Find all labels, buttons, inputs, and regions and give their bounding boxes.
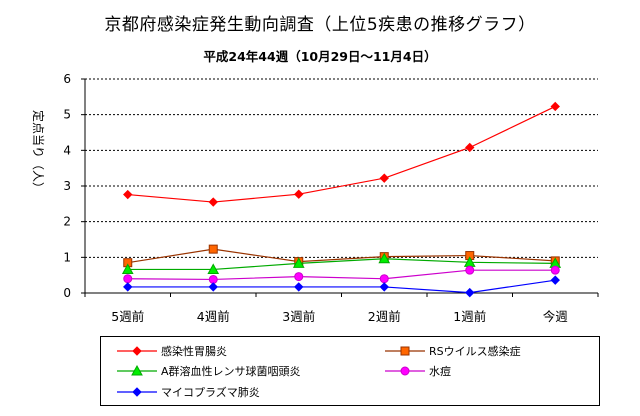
data-point [123, 282, 133, 292]
legend-item: RSウイルス感染症 [383, 342, 521, 360]
legend-item: 水痘 [383, 362, 451, 380]
data-point [208, 244, 218, 254]
data-point [208, 282, 218, 292]
data-point [294, 282, 304, 292]
x-tick-label: 今週 [543, 309, 569, 324]
y-tick-label: 1 [63, 250, 71, 264]
legend-marker [131, 365, 143, 376]
y-tick-label: 2 [63, 215, 71, 229]
legend-item: A群溶血性レンサ球菌咽頭炎 [115, 362, 301, 380]
data-point [294, 272, 304, 282]
x-tick-label: 5週前 [111, 309, 144, 324]
x-tick-labels: 5週前 4週前 3週前 2週前 1週前 今週 [111, 309, 568, 324]
chart-subtitle: 平成24年44週（10月29日〜11月4日） [203, 49, 437, 64]
data-point [379, 274, 389, 284]
data-point [379, 282, 389, 292]
series-line [127, 105, 556, 203]
data-point [379, 173, 389, 183]
data-point [465, 142, 475, 153]
data-point [208, 197, 218, 207]
legend-swatch [117, 346, 157, 356]
legend-item: マイコプラズマ肺炎 [115, 383, 260, 401]
data-point [550, 275, 560, 285]
legend: 感染性胃腸炎 RSウイルス感染症 A群溶血性レンサ球菌咽頭炎 水痘マイコプラズマ肺炎 [100, 336, 600, 406]
line-chart: 0 1 2 3 4 5 6 5週前 4週前 3週前 2週前 1週前 今週 定点当り（人） [31, 72, 599, 324]
data-point [294, 189, 304, 199]
legend-marker [132, 387, 142, 397]
series-line [127, 279, 556, 294]
legend-swatch [385, 366, 425, 376]
x-tick-label: 1週前 [453, 309, 486, 324]
gridlines [85, 78, 598, 258]
legend-label: マイコプラズマ肺炎 [161, 386, 260, 399]
series-group [121, 101, 562, 298]
legend-label: RSウイルス感染症 [429, 345, 521, 358]
data-point [123, 274, 133, 284]
axes [81, 78, 599, 297]
legend-label: 水痘 [429, 365, 451, 378]
data-point [550, 101, 560, 112]
data-point [550, 265, 560, 275]
y-tick-labels: 0 1 2 3 4 5 6 [63, 72, 71, 300]
legend-item: 感染性胃腸炎 [115, 342, 227, 360]
series-5 [123, 275, 560, 298]
series-line [127, 258, 556, 271]
series-4 [123, 265, 560, 284]
legend-label: 感染性胃腸炎 [161, 345, 227, 358]
legend-label: A群溶血性レンサ球菌咽頭炎 [161, 365, 301, 378]
data-point [207, 263, 220, 274]
data-point [123, 189, 133, 200]
y-tick-label: 5 [63, 108, 71, 122]
series-3 [121, 252, 562, 274]
y-tick-label: 4 [63, 143, 71, 157]
y-tick-label: 0 [63, 286, 71, 300]
legend-swatch [117, 387, 157, 397]
data-point [378, 252, 391, 264]
series-line [127, 269, 556, 281]
series-2 [123, 244, 560, 268]
data-point [465, 265, 475, 275]
data-point [292, 257, 305, 268]
legend-swatch [117, 365, 157, 376]
legend-marker [132, 346, 142, 356]
chart-title: 京都府感染症発生動向調査（上位5疾患の推移グラフ） [104, 15, 536, 35]
legend-marker [400, 346, 410, 356]
y-tick-label: 3 [63, 179, 71, 193]
data-point [121, 263, 134, 274]
series-line [127, 248, 556, 264]
series-1 [123, 101, 560, 207]
data-point [465, 287, 475, 298]
y-axis-label: 定点当り（人） [31, 110, 46, 194]
x-tick-label: 4週前 [197, 309, 230, 324]
legend-marker [400, 366, 410, 376]
x-tick-label: 2週前 [368, 309, 401, 324]
legend-swatch [385, 346, 425, 356]
x-tick-label: 3週前 [282, 309, 315, 324]
y-tick-label: 6 [63, 72, 71, 86]
